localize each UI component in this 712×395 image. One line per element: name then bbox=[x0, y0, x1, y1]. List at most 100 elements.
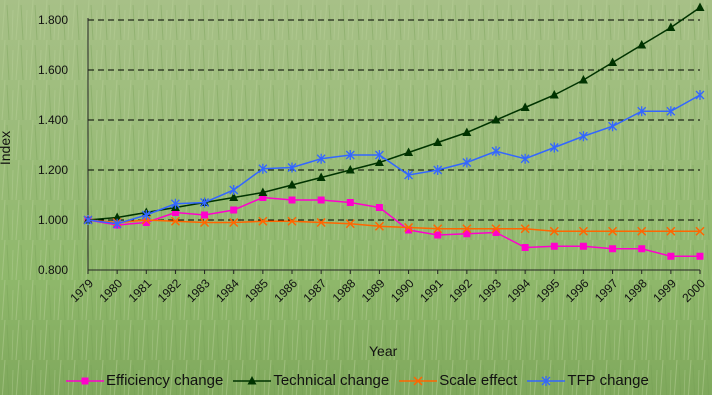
point-marker bbox=[549, 226, 559, 236]
legend-swatch bbox=[233, 375, 272, 384]
point-marker bbox=[404, 170, 414, 180]
point-marker bbox=[288, 196, 296, 204]
point-marker bbox=[413, 375, 423, 386]
point-marker bbox=[112, 212, 122, 221]
point-marker bbox=[405, 226, 413, 234]
point-marker bbox=[345, 165, 355, 174]
point-marker bbox=[229, 192, 239, 201]
x-tick-label: 1997 bbox=[592, 276, 621, 305]
point-marker bbox=[549, 90, 559, 99]
point-marker bbox=[667, 252, 675, 260]
point-marker bbox=[434, 231, 442, 239]
point-marker bbox=[229, 217, 239, 228]
point-marker bbox=[170, 216, 180, 226]
point-marker bbox=[258, 216, 268, 226]
point-marker bbox=[317, 196, 325, 204]
point-marker bbox=[259, 194, 267, 201]
point-marker bbox=[200, 197, 210, 208]
point-marker bbox=[637, 40, 647, 49]
y-tick-label: 1.800 bbox=[38, 13, 68, 27]
point-marker bbox=[491, 146, 501, 157]
legend-label: Scale effect bbox=[439, 372, 518, 389]
series-line bbox=[87, 6, 701, 221]
point-marker bbox=[404, 222, 414, 233]
point-marker bbox=[170, 198, 180, 209]
y-tick-label: 1.600 bbox=[38, 63, 68, 77]
x-tick-label: 1992 bbox=[446, 276, 475, 305]
point-marker bbox=[433, 137, 443, 146]
y-axis-label: Index bbox=[0, 130, 14, 166]
legend-item: TFP change bbox=[527, 372, 649, 389]
x-tick-label: 1979 bbox=[67, 276, 96, 305]
point-marker bbox=[316, 172, 326, 181]
series-layer bbox=[83, 2, 705, 260]
y-tick-label: 1.200 bbox=[38, 163, 68, 177]
x-tick-label: 1994 bbox=[504, 276, 533, 305]
x-tick-label: 1987 bbox=[300, 276, 329, 305]
point-marker bbox=[695, 2, 705, 11]
point-marker bbox=[462, 224, 472, 234]
point-marker bbox=[638, 245, 646, 253]
series-line bbox=[87, 196, 700, 257]
point-marker bbox=[83, 215, 93, 225]
point-marker bbox=[520, 224, 530, 234]
x-tick-label: 1985 bbox=[242, 276, 271, 305]
x-tick-label: 1996 bbox=[563, 276, 592, 305]
point-marker bbox=[316, 217, 326, 228]
point-marker bbox=[374, 221, 384, 231]
point-marker bbox=[666, 106, 676, 117]
x-tick-label: 1990 bbox=[388, 276, 417, 305]
x-tick-label: 1981 bbox=[126, 276, 155, 305]
x-tick-label: 1999 bbox=[650, 276, 679, 305]
x-tick-label: 1982 bbox=[155, 276, 184, 305]
point-marker bbox=[287, 162, 297, 173]
point-marker bbox=[375, 204, 383, 211]
legend-label: Technical change bbox=[273, 372, 390, 389]
point-marker bbox=[142, 219, 150, 226]
x-tick-label: 1989 bbox=[359, 276, 388, 305]
series-line bbox=[87, 219, 700, 232]
x-tick-label: 1993 bbox=[475, 276, 504, 305]
point-marker bbox=[696, 252, 704, 260]
point-marker bbox=[345, 150, 355, 160]
point-marker bbox=[112, 218, 122, 229]
point-marker bbox=[200, 217, 210, 228]
legend: Efficiency change Technical change Scale e… bbox=[66, 372, 649, 389]
point-marker bbox=[520, 102, 530, 111]
point-marker bbox=[463, 230, 471, 238]
series-line bbox=[87, 94, 701, 225]
point-marker bbox=[608, 121, 618, 132]
grid-lines bbox=[88, 19, 700, 221]
y-tick-label: 1.400 bbox=[38, 113, 68, 127]
point-marker bbox=[374, 150, 384, 160]
x-tick-label: 1983 bbox=[184, 276, 213, 305]
x-tick-label: 1995 bbox=[534, 276, 563, 305]
series-scale-effect bbox=[83, 215, 705, 236]
point-marker bbox=[695, 226, 705, 236]
point-marker bbox=[316, 153, 326, 164]
point-marker bbox=[578, 131, 588, 142]
x-tick-label: 1986 bbox=[271, 276, 300, 305]
legend-label: TFP change bbox=[567, 372, 649, 389]
x-axis-label: Year bbox=[369, 343, 398, 359]
point-marker bbox=[346, 199, 354, 206]
point-marker bbox=[247, 375, 257, 384]
point-marker bbox=[608, 57, 618, 66]
point-marker bbox=[229, 185, 239, 195]
y-tick-label: 0.800 bbox=[38, 263, 68, 277]
point-marker bbox=[578, 226, 588, 236]
point-marker bbox=[404, 147, 414, 156]
point-marker bbox=[433, 165, 443, 175]
point-marker bbox=[695, 90, 705, 100]
legend-swatch bbox=[527, 375, 566, 386]
axes bbox=[87, 18, 701, 274]
point-marker bbox=[637, 226, 647, 236]
point-marker bbox=[141, 210, 151, 220]
point-marker bbox=[81, 377, 89, 384]
point-marker bbox=[666, 22, 676, 31]
legend-swatch bbox=[399, 375, 438, 386]
